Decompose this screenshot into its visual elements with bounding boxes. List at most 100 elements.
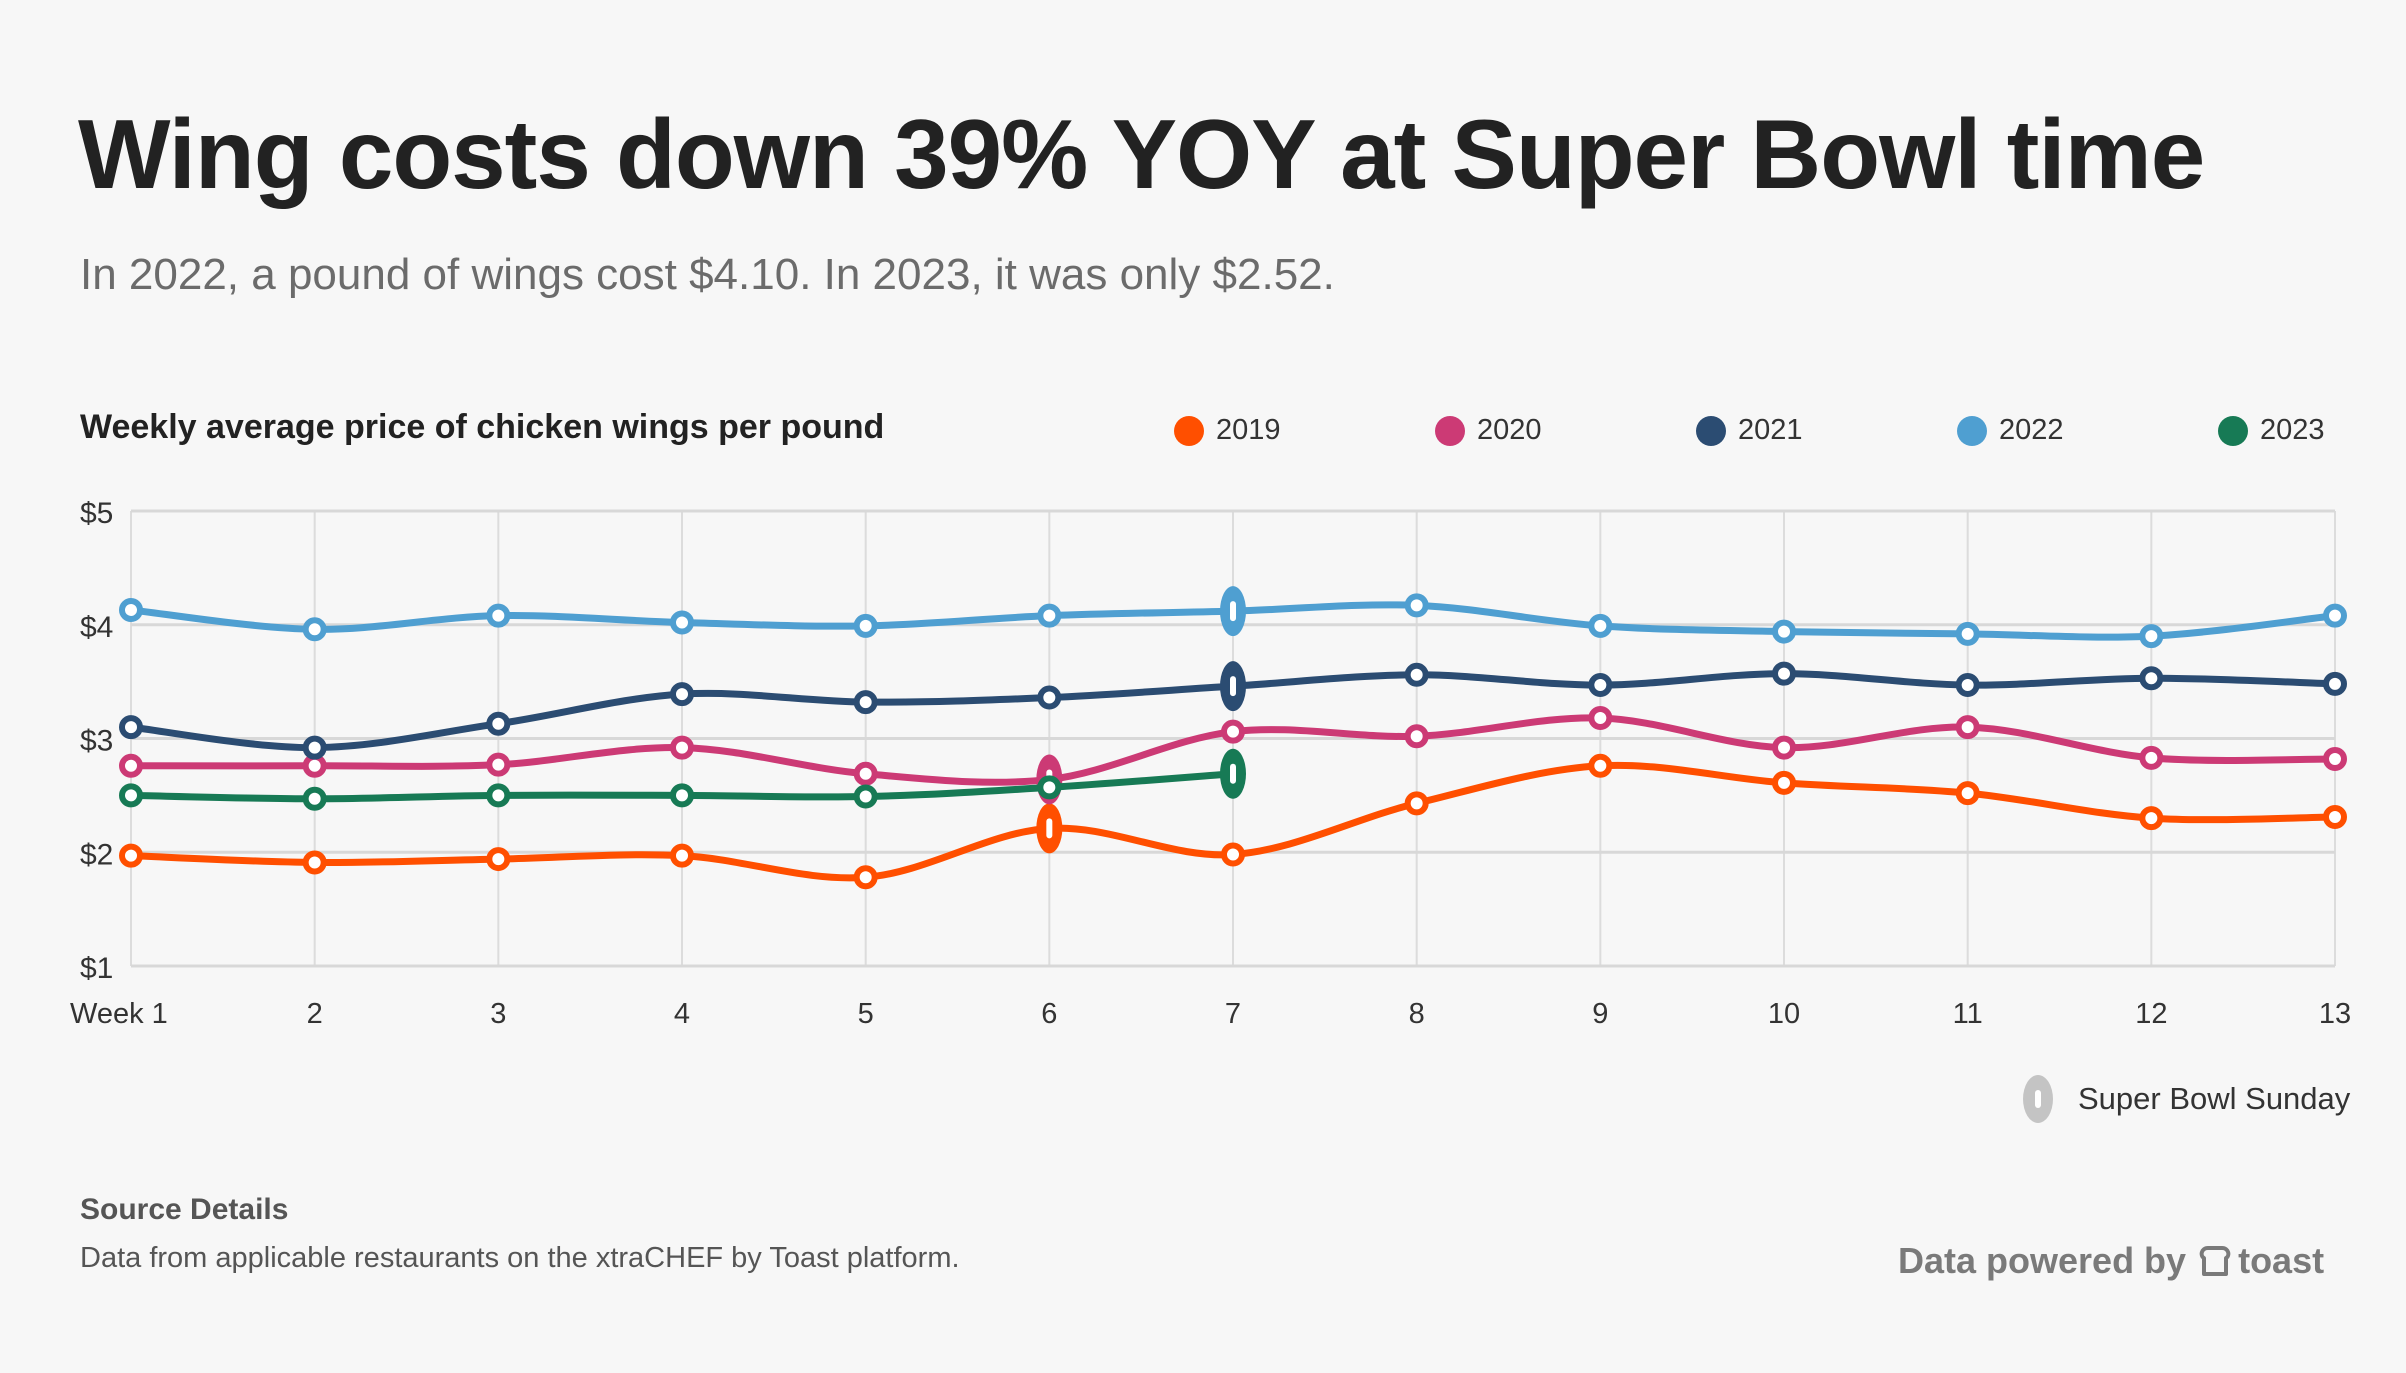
x-tick-label: 8 (1409, 998, 1425, 1030)
data-point-2021 (1772, 661, 1796, 686)
data-point-2019 (486, 847, 511, 872)
data-point-2021 (486, 711, 511, 736)
x-tick-label: 5 (858, 998, 874, 1030)
data-point-2021 (302, 735, 327, 760)
data-point-2019 (1404, 791, 1429, 816)
x-tick-label: 6 (1041, 998, 1057, 1030)
x-tick-label: 9 (1592, 998, 1608, 1030)
y-tick-label: $4 (80, 611, 113, 644)
legend-swatch (1957, 415, 1987, 446)
data-point-2020 (670, 735, 694, 760)
data-point-2021 (670, 682, 694, 707)
y-tick-label: $5 (80, 497, 113, 530)
data-point-2019 (2139, 806, 2164, 831)
data-point-2022 (670, 610, 694, 635)
x-tick-label: 7 (1225, 998, 1241, 1030)
data-point-2020 (1955, 715, 1980, 740)
data-point-2019 (1588, 753, 1613, 778)
data-point-2019 (119, 843, 143, 868)
legend-label: 2019 (1216, 414, 1281, 446)
data-point-2020 (2323, 746, 2347, 771)
x-tick-label: 10 (1768, 998, 1800, 1030)
data-point-2020 (486, 752, 511, 777)
source-title: Source Details (80, 1193, 289, 1226)
data-point-2022 (1772, 619, 1796, 644)
x-tick-label: Week 1 (70, 998, 168, 1030)
data-point-2023 (302, 786, 327, 811)
legend-item-2021: 2021 (1696, 414, 1803, 447)
football-icon (2023, 1075, 2053, 1123)
x-tick-label: 13 (2319, 998, 2351, 1030)
data-point-2020 (853, 761, 878, 786)
data-point-2022 (1404, 593, 1429, 618)
data-point-2022 (486, 603, 511, 628)
legend-label: 2023 (2260, 414, 2325, 446)
x-tick-label: 2 (307, 998, 323, 1030)
data-point-2022 (2139, 624, 2164, 649)
super-bowl-legend: Super Bowl Sunday (2022, 1074, 2350, 1124)
data-point-2021 (1588, 673, 1613, 698)
y-tick-label: $1 (80, 952, 113, 985)
page-title: Wing costs down 39% YOY at Super Bowl ti… (78, 99, 2205, 209)
data-point-2023 (486, 783, 511, 808)
data-point-2019 (1221, 842, 1245, 867)
super-bowl-marker-lace (1230, 676, 1236, 697)
data-point-2021 (1955, 673, 1980, 698)
data-point-2022 (1955, 621, 1980, 646)
data-point-2019 (1955, 781, 1980, 806)
super-bowl-marker-lace (1230, 763, 1236, 784)
chart-title: Weekly average price of chicken wings pe… (80, 408, 885, 446)
data-point-2022 (2323, 603, 2347, 628)
data-point-2020 (119, 753, 143, 778)
super-bowl-legend-label: Super Bowl Sunday (2078, 1081, 2351, 1116)
legend-item-2020: 2020 (1435, 414, 1542, 447)
data-point-2022 (1037, 603, 1062, 628)
legend-label: 2020 (1477, 414, 1542, 446)
y-tick-label: $2 (80, 838, 113, 871)
data-point-2022 (1588, 613, 1613, 638)
x-tick-label: 3 (490, 998, 506, 1030)
data-point-2023 (119, 783, 143, 808)
data-point-2023 (853, 784, 878, 809)
data-point-2021 (1037, 685, 1062, 710)
source-text: Data from applicable restaurants on the … (80, 1242, 960, 1274)
legend-item-2019: 2019 (1174, 414, 1281, 447)
data-point-2022 (119, 597, 143, 622)
toast-brand-text: toast (2238, 1240, 2325, 1281)
data-point-2020 (1404, 724, 1429, 749)
x-tick-label: 12 (2135, 998, 2167, 1030)
legend-label: 2022 (1999, 414, 2064, 446)
super-bowl-marker-lace (1046, 818, 1053, 839)
legend-item-2023: 2023 (2218, 414, 2325, 447)
data-point-2019 (1772, 770, 1796, 795)
super-bowl-marker-lace (1230, 601, 1236, 622)
powered-by-toast-logo: Data powered by toast (1898, 1240, 2324, 1282)
x-tick-label: 4 (674, 998, 690, 1030)
legend-swatch (1435, 415, 1465, 446)
data-point-2020 (1588, 706, 1613, 731)
x-tick-label: 11 (1953, 998, 1983, 1030)
data-point-2021 (853, 690, 878, 715)
data-point-2019 (853, 865, 878, 890)
toast-logo-icon (2199, 1246, 2231, 1276)
y-tick-label: $3 (80, 725, 113, 758)
legend-item-2022: 2022 (1957, 414, 2064, 447)
legend-swatch (1696, 415, 1726, 446)
data-point-2021 (2139, 666, 2164, 691)
legend-label: 2021 (1738, 414, 1803, 446)
data-point-2019 (302, 850, 327, 875)
data-point-2023 (670, 783, 694, 808)
data-point-2021 (2323, 671, 2347, 696)
data-point-2021 (119, 715, 143, 740)
data-point-2019 (2323, 804, 2347, 829)
data-point-2022 (853, 613, 878, 638)
data-point-2020 (1221, 719, 1245, 744)
data-point-2021 (1404, 662, 1429, 687)
legend-swatch (1174, 415, 1204, 446)
data-point-2020 (2139, 745, 2164, 770)
legend-swatch (2218, 415, 2248, 446)
data-point-2019 (670, 843, 694, 868)
data-point-2022 (302, 617, 327, 642)
data-point-2023 (1037, 775, 1062, 800)
